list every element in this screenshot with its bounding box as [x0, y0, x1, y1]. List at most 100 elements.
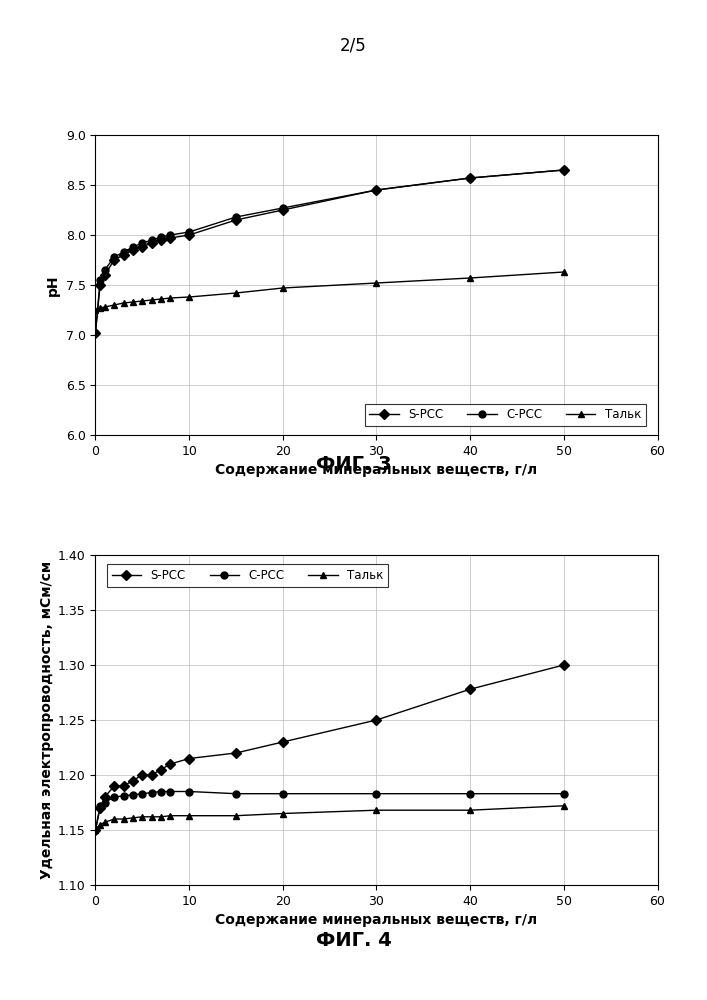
S-PCC	[147, 237, 156, 249]
C-PCC	[119, 790, 128, 802]
Legend: S-PCC, C-PCC, Тальк: S-PCC, C-PCC, Тальк	[365, 404, 646, 426]
Тальк	[91, 824, 100, 836]
S-PCC	[232, 747, 240, 759]
S-PCC	[279, 204, 287, 216]
C-PCC	[100, 264, 109, 276]
Тальк	[166, 292, 175, 304]
S-PCC	[185, 752, 194, 764]
Тальк	[560, 266, 568, 278]
S-PCC	[129, 774, 137, 786]
C-PCC	[129, 241, 137, 253]
S-PCC	[138, 769, 146, 781]
S-PCC	[119, 780, 128, 792]
S-PCC	[100, 269, 109, 281]
S-PCC	[96, 802, 105, 814]
S-PCC	[166, 232, 175, 244]
S-PCC	[279, 736, 287, 748]
S-PCC	[232, 214, 240, 226]
C-PCC	[138, 788, 146, 800]
S-PCC	[466, 683, 474, 695]
C-PCC	[96, 274, 105, 286]
S-PCC	[560, 164, 568, 176]
Line: C-PCC: C-PCC	[92, 788, 567, 833]
Text: 2/5: 2/5	[340, 36, 367, 54]
C-PCC	[166, 229, 175, 241]
Тальк	[466, 272, 474, 284]
C-PCC	[279, 788, 287, 800]
C-PCC	[560, 164, 568, 176]
S-PCC	[129, 244, 137, 256]
Тальк	[138, 811, 146, 823]
C-PCC	[147, 234, 156, 246]
X-axis label: Содержание минеральных веществ, г/л: Содержание минеральных веществ, г/л	[216, 463, 537, 477]
S-PCC	[372, 714, 380, 726]
Line: Тальк: Тальк	[92, 269, 567, 313]
Тальк	[91, 304, 100, 316]
Тальк	[100, 301, 109, 313]
Тальк	[372, 804, 380, 816]
S-PCC	[119, 249, 128, 261]
Тальк	[279, 282, 287, 294]
C-PCC	[185, 226, 194, 238]
Тальк	[138, 295, 146, 307]
C-PCC	[466, 788, 474, 800]
C-PCC	[372, 184, 380, 196]
C-PCC	[157, 231, 165, 243]
C-PCC	[560, 788, 568, 800]
S-PCC	[91, 327, 100, 339]
S-PCC	[100, 791, 109, 803]
S-PCC	[138, 241, 146, 253]
C-PCC	[91, 327, 100, 339]
C-PCC	[166, 786, 175, 798]
Тальк	[157, 811, 165, 823]
Line: S-PCC: S-PCC	[92, 167, 567, 336]
Тальк	[110, 813, 119, 825]
C-PCC	[147, 787, 156, 799]
Тальк	[372, 277, 380, 289]
Тальк	[96, 818, 105, 830]
S-PCC	[147, 769, 156, 781]
C-PCC	[372, 788, 380, 800]
Тальк	[157, 293, 165, 305]
Y-axis label: pH: pH	[46, 274, 60, 296]
S-PCC	[91, 824, 100, 836]
S-PCC	[185, 229, 194, 241]
C-PCC	[157, 786, 165, 798]
Тальк	[232, 810, 240, 822]
S-PCC	[96, 279, 105, 291]
S-PCC	[466, 172, 474, 184]
Тальк	[185, 291, 194, 303]
S-PCC	[372, 184, 380, 196]
Line: Тальк: Тальк	[92, 802, 567, 833]
Text: ФИГ. 3: ФИГ. 3	[316, 454, 391, 474]
Тальк	[166, 810, 175, 822]
Тальк	[560, 800, 568, 812]
Тальк	[129, 296, 137, 308]
C-PCC	[138, 237, 146, 249]
Line: C-PCC: C-PCC	[92, 167, 567, 336]
X-axis label: Содержание минеральных веществ, г/л: Содержание минеральных веществ, г/л	[216, 913, 537, 927]
C-PCC	[279, 202, 287, 214]
Legend: S-PCC, C-PCC, Тальк: S-PCC, C-PCC, Тальк	[107, 564, 388, 587]
Тальк	[110, 299, 119, 311]
Тальк	[129, 812, 137, 824]
Тальк	[279, 808, 287, 820]
S-PCC	[166, 758, 175, 770]
S-PCC	[157, 234, 165, 246]
C-PCC	[466, 172, 474, 184]
C-PCC	[110, 791, 119, 803]
Тальк	[185, 810, 194, 822]
C-PCC	[185, 786, 194, 798]
S-PCC	[560, 659, 568, 671]
S-PCC	[110, 780, 119, 792]
C-PCC	[110, 251, 119, 263]
Тальк	[100, 816, 109, 828]
C-PCC	[100, 796, 109, 808]
Тальк	[232, 287, 240, 299]
Text: ФИГ. 4: ФИГ. 4	[315, 930, 392, 950]
Тальк	[119, 813, 128, 825]
Тальк	[466, 804, 474, 816]
C-PCC	[119, 246, 128, 258]
C-PCC	[232, 211, 240, 223]
Тальк	[96, 302, 105, 314]
